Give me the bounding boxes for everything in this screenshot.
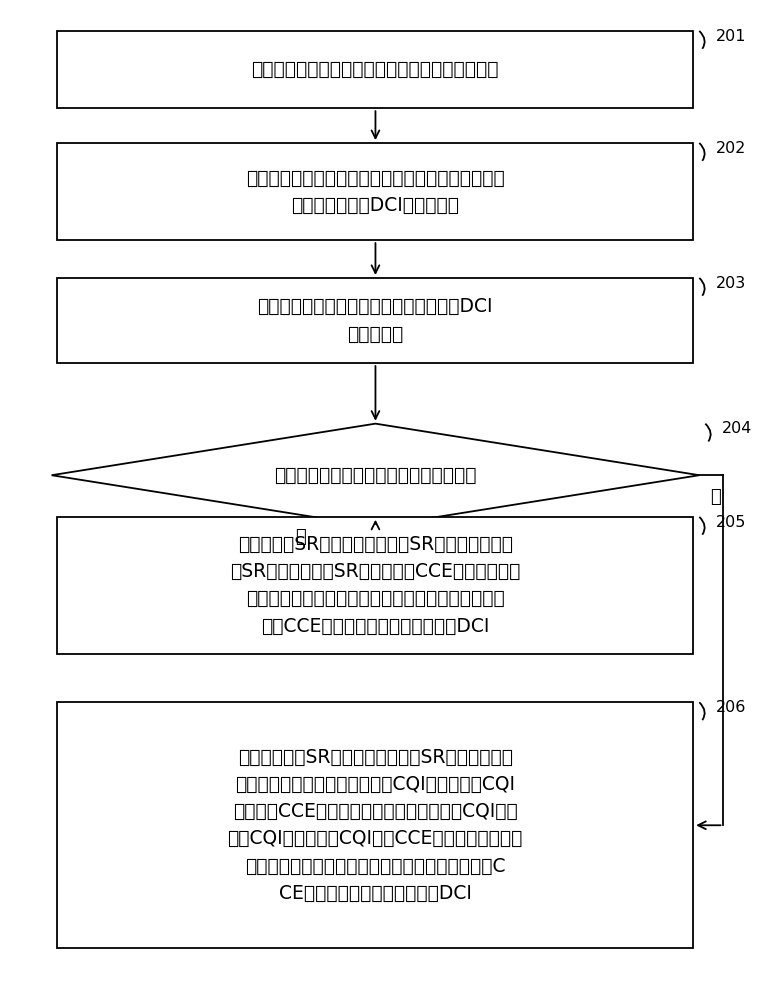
Bar	[57, 143, 693, 240]
Text: 监听终端获取基站向群组下发的当前周期内统计得到
的下行控制信息DCI的第一次数: 监听终端获取基站向群组下发的当前周期内统计得到 的下行控制信息DCI的第一次数	[246, 168, 504, 215]
Bar	[57, 517, 693, 654]
Text: 监听终端在当前周期内统计从基站接收到DCI
的第二次数: 监听终端在当前周期内统计从基站接收到DCI 的第二次数	[257, 297, 493, 344]
Text: 监听终端在SR资源上向基站上报SR信号，以使基站
在SR资源上检测到SR信号时，将CCE的聚集级别从
当前聚集级别上调到目标聚集级别，并在下一周内期
根据CCE: 监听终端在SR资源上向基站上报SR信号，以使基站 在SR资源上检测到SR信号时，…	[230, 535, 520, 636]
Text: 监听终端判断第二次数是否小于第一次数: 监听终端判断第二次数是否小于第一次数	[274, 466, 477, 485]
Bar	[57, 31, 693, 108]
Text: 206: 206	[716, 700, 746, 715]
Text: 否: 否	[711, 488, 721, 506]
Bar	[57, 278, 693, 363]
Text: 群组中的监听终端周期性接收基站下发的群组信令: 群组中的监听终端周期性接收基站下发的群组信令	[251, 60, 499, 79]
Bar	[57, 702, 693, 948]
Polygon shape	[52, 424, 699, 527]
Text: 203: 203	[716, 276, 746, 291]
Text: 204: 204	[722, 421, 753, 436]
Text: 202: 202	[716, 141, 746, 156]
Text: 201: 201	[716, 29, 746, 44]
Text: 是: 是	[295, 528, 306, 546]
Text: 205: 205	[716, 515, 746, 530]
Text: 监听终端不在SR资源上向基站上报SR信号，以使基
站获取群组的第一信道质量指示CQI，判断第一CQI
是否低于CCE的当前聚集级别所要求的第二CQI，在
第一C: 监听终端不在SR资源上向基站上报SR信号，以使基 站获取群组的第一信道质量指示C…	[228, 748, 523, 903]
